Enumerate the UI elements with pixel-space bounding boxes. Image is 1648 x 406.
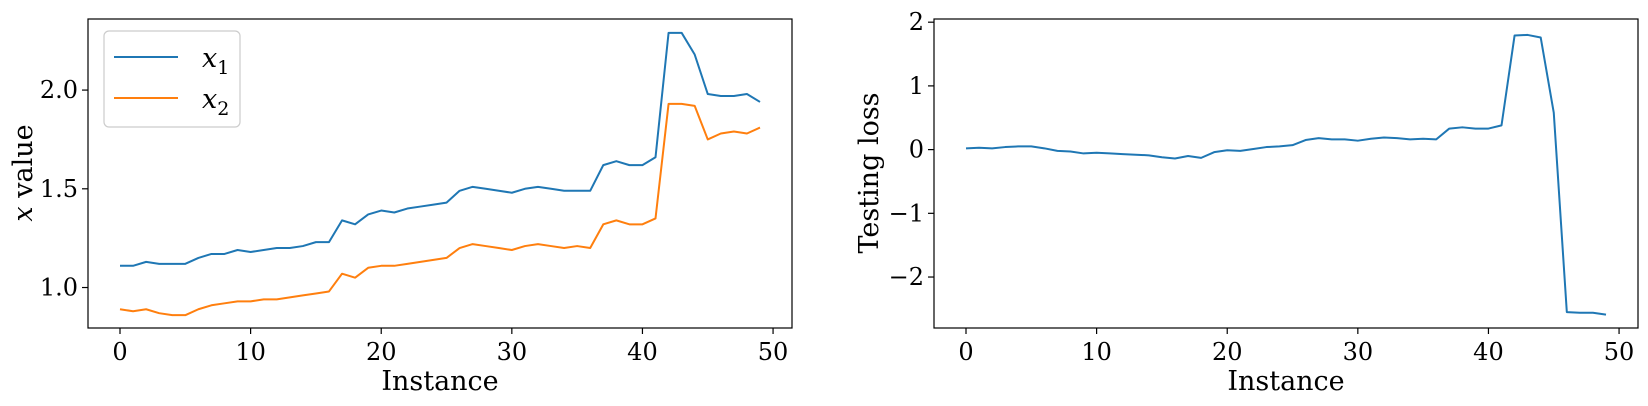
right-y-axis-label: Testing loss	[854, 92, 885, 253]
left-series-line-0	[120, 31, 761, 267]
right-y-ticks: −2 −1 0 1 2	[889, 8, 934, 291]
left-x-tick-label: 10	[235, 338, 266, 366]
left-x-axis-label: Instance	[381, 366, 498, 397]
left-x-tick-label: 0	[112, 338, 127, 366]
legend-label-x1-name: x	[202, 43, 217, 74]
left-y-axis-label-variable: x	[8, 206, 39, 221]
right-x-tick-label: 0	[958, 338, 973, 366]
legend-label-x2-subscript: 2	[217, 98, 229, 120]
legend-label-x2: x2	[202, 84, 229, 120]
left-x-tick-label: 20	[366, 338, 397, 366]
left-y-axis-label: x value	[8, 124, 39, 221]
right-y-tick-label: −1	[889, 199, 924, 227]
legend-label-x1: x1	[202, 43, 229, 79]
left-x-tick-label: 30	[497, 338, 528, 366]
right-series-lines	[965, 33, 1607, 316]
left-plot-frame	[87, 18, 793, 329]
legend: x1 x2	[103, 30, 241, 128]
legend-label-x1-subscript: 1	[217, 57, 229, 79]
right-x-tick-label: 50	[1604, 338, 1635, 366]
right-y-tick-label: 0	[909, 136, 924, 164]
right-x-tick-label: 40	[1473, 338, 1504, 366]
left-x-tick-label: 50	[758, 338, 789, 366]
left-y-axis-label-text: value	[8, 124, 39, 206]
legend-label-x2-name: x	[202, 84, 217, 115]
legend-box	[103, 30, 241, 128]
right-x-tick-label: 30	[1343, 338, 1374, 366]
right-x-tick-label: 10	[1081, 338, 1112, 366]
left-y-tick-label: 2.0	[40, 76, 78, 104]
right-y-tick-label: 2	[909, 8, 924, 36]
right-x-axis-label: Instance	[1227, 366, 1344, 397]
testing-loss-chart: 0 10 20 30 40 50 −2 −1 0 1 2 Instance Testing los…	[854, 8, 1639, 397]
left-y-ticks: 1.0 1.5 2.0	[40, 76, 88, 302]
left-x-tick-label: 40	[627, 338, 658, 366]
left-series-lines	[119, 31, 761, 317]
left-x-ticks: 0 10 20 30 40 50	[112, 328, 788, 366]
left-series-line-1	[119, 102, 761, 317]
x-value-chart: 0 10 20 30 40 50 1.0 1.5 2.0 Instance x value x…	[8, 18, 793, 397]
left-y-tick-label: 1.0	[40, 274, 78, 302]
right-x-ticks: 0 10 20 30 40 50	[958, 328, 1634, 366]
right-x-tick-label: 20	[1212, 338, 1243, 366]
right-series-line-0	[965, 33, 1607, 316]
right-y-tick-label: −2	[889, 263, 924, 291]
left-y-tick-label: 1.5	[40, 175, 78, 203]
right-y-tick-label: 1	[909, 72, 924, 100]
right-plot-frame	[933, 18, 1639, 329]
